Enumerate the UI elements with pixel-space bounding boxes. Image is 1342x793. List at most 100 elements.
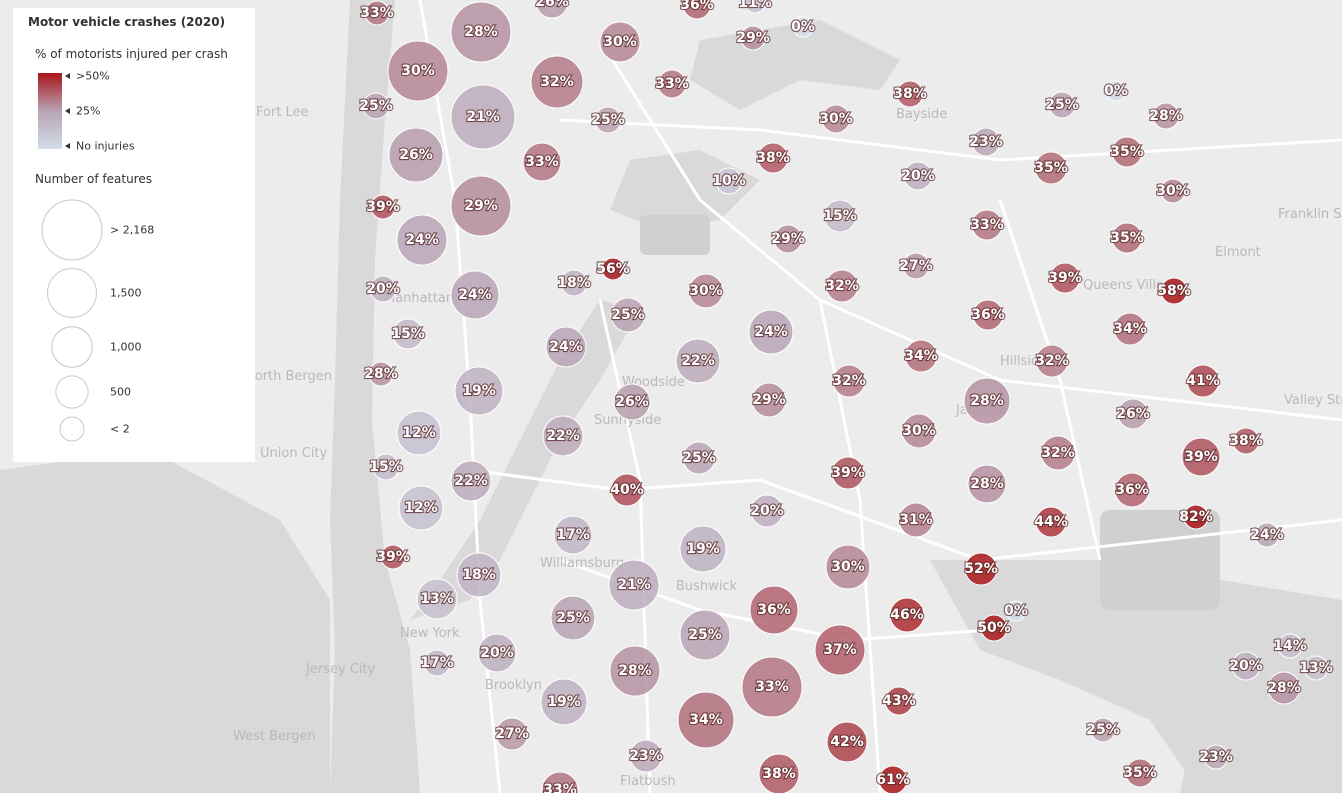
place-label: Flatbush: [620, 774, 676, 789]
crash-bubble: [362, 92, 390, 120]
crash-bubble: [750, 494, 784, 528]
bubble-label: 29%: [736, 30, 770, 46]
crash-bubble: [545, 326, 587, 368]
crash-bubble: [831, 456, 865, 490]
crash-bubble: [1005, 600, 1027, 622]
crash-bubble: [1125, 758, 1155, 788]
bubble-label: 32%: [825, 278, 859, 294]
bubble-label: 39%: [366, 199, 400, 215]
size-tick-label: 1,000: [110, 341, 142, 354]
bubble-label: 23%: [1199, 749, 1233, 765]
bubble-label: 15%: [369, 459, 403, 475]
bubble-label: 82%: [1179, 509, 1213, 525]
crash-bubble: [380, 544, 406, 570]
bubble-label: 22%: [681, 353, 715, 369]
bubble-label: 32%: [832, 373, 866, 389]
bubble-label: 15%: [391, 326, 425, 342]
bubble-label: 0%: [1004, 603, 1028, 619]
crash-bubble: [601, 257, 625, 281]
bubble-label: 46%: [890, 607, 924, 623]
place-label: Hillside: [1000, 354, 1047, 369]
crash-bubble: [423, 649, 451, 677]
place-label: Bushwick: [676, 579, 738, 594]
crash-bubble: [610, 297, 646, 333]
crash-bubble: [522, 142, 562, 182]
legend: Motor vehicle crashes (2020) % of motori…: [13, 8, 255, 462]
crash-bubble: [679, 525, 727, 573]
crash-bubble: [1111, 136, 1143, 168]
bubble-label: 25%: [591, 112, 625, 128]
crash-bubble: [675, 338, 721, 384]
crash-bubble: [396, 214, 448, 266]
bubble-label: 25%: [1086, 722, 1120, 738]
crash-bubble: [792, 16, 814, 38]
bubble-label: 32%: [540, 74, 574, 90]
crash-bubble: [370, 194, 396, 220]
crash-bubble: [832, 364, 866, 398]
crash-bubble: [823, 199, 857, 233]
crash-bubble: [550, 595, 596, 641]
crash-bubble: [540, 678, 588, 726]
bubble-label: 20%: [1229, 658, 1263, 674]
size-tick-label: 1,500: [110, 287, 142, 300]
bubble-label: 28%: [970, 393, 1004, 409]
crash-bubble: [364, 0, 390, 26]
bubble-label: 35%: [1123, 765, 1157, 781]
bubble-label: 20%: [750, 503, 784, 519]
crash-bubble: [826, 721, 868, 763]
crash-bubble: [657, 69, 687, 99]
legend-title: Motor vehicle crashes (2020): [28, 15, 225, 29]
airports: [640, 215, 1220, 610]
bubble-label: 20%: [480, 645, 514, 661]
crash-bubble: [610, 473, 644, 507]
crash-bubble: [1160, 178, 1186, 204]
crash-bubble: [613, 383, 651, 421]
size-swatch: [47, 268, 97, 318]
place-label: Williamsburg: [540, 556, 624, 571]
bubble-label: 43%: [882, 693, 916, 709]
bubble-label: 25%: [1045, 97, 1079, 113]
bubble-label: 22%: [454, 473, 488, 489]
crash-bubble: [682, 441, 716, 475]
bubble-label: 29%: [771, 231, 805, 247]
crash-bubble: [477, 633, 517, 673]
bubble-label: 36%: [680, 0, 714, 13]
crash-bubble: [688, 273, 724, 309]
crash-bubble: [1160, 277, 1188, 305]
crash-bubble: [398, 485, 444, 531]
place-label: Sunnyside: [594, 413, 661, 428]
bubble-label: 39%: [1184, 449, 1218, 465]
bubble-label: 17%: [420, 655, 454, 671]
crash-bubble: [963, 377, 1011, 425]
place-label: Union City: [260, 446, 327, 461]
crash-bubble: [751, 382, 787, 418]
crash-bubble: [450, 1, 512, 63]
bubble-label: 20%: [901, 168, 935, 184]
crash-bubble: [757, 142, 789, 174]
crash-bubble: [456, 552, 502, 598]
bubble-label: 35%: [1110, 230, 1144, 246]
color-tick-label: No injuries: [76, 140, 135, 153]
crash-bubble: [884, 686, 914, 716]
crash-bubble: [758, 753, 800, 793]
bubble-label: 26%: [615, 394, 649, 410]
crash-bubble: [450, 460, 492, 502]
crash-bubble: [1035, 344, 1069, 378]
bubble-label: 26%: [1116, 406, 1150, 422]
bubble-label: 32%: [1041, 445, 1075, 461]
bubble-label: 26%: [399, 147, 433, 163]
crash-bubble: [1034, 151, 1068, 185]
bubble-label: 25%: [359, 98, 393, 114]
bubble-label: 33%: [525, 154, 559, 170]
crash-bubble: [715, 167, 743, 195]
crash-bubble: [814, 624, 866, 676]
bubble-label: 0%: [791, 19, 815, 35]
crash-bubble: [495, 717, 529, 751]
bubble-label: 10%: [712, 173, 746, 189]
crash-bubble: [773, 224, 803, 254]
crash-bubble: [608, 559, 660, 611]
bubble-label: 19%: [547, 694, 581, 710]
crash-bubble: [682, 0, 712, 20]
bubble-label: 15%: [823, 208, 857, 224]
